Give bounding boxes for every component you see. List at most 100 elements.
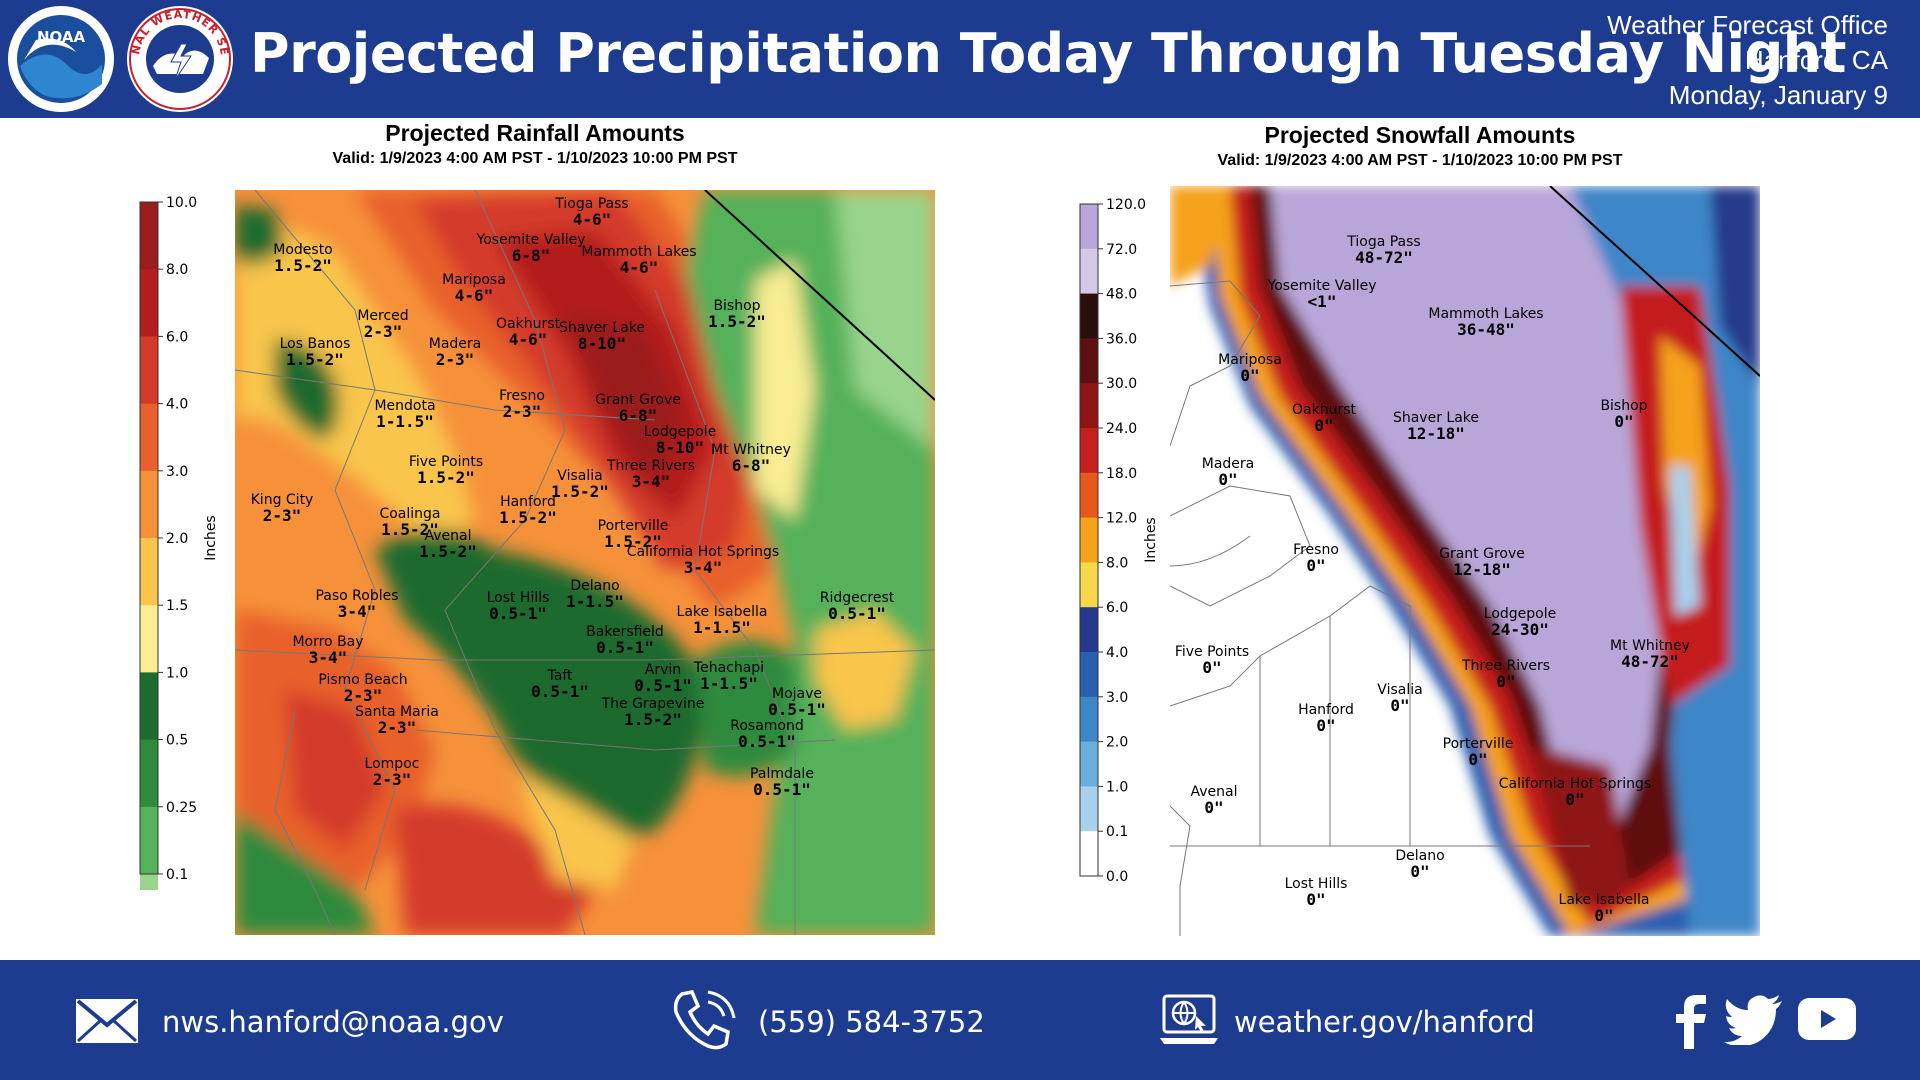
snow-amount-tioga-pass: 48-72" (1355, 248, 1413, 267)
snow-colorbar-swatch (1080, 248, 1098, 295)
youtube-icon[interactable] (1798, 998, 1856, 1040)
rain-city-lake-isabella: Lake Isabella (677, 604, 768, 620)
rain-amount-visalia: 1.5-2" (551, 482, 609, 501)
facebook-icon[interactable] (1674, 993, 1708, 1049)
snow-panel-valid: Valid: 1/9/2023 4:00 AM PST - 1/10/2023 … (1217, 152, 1623, 169)
rain-city-king-city: King City (251, 492, 314, 508)
rain-colorbar-swatch (140, 336, 158, 405)
snow-city-lodgepole: Lodgepole (1484, 606, 1556, 622)
snow-colorbar-tick-label: 18.0 (1106, 466, 1137, 482)
snow-colorbar-tick-label: 6.0 (1106, 600, 1128, 616)
snow-colorbar-tick-label: 30.0 (1106, 376, 1137, 392)
snow-city-grant-grove: Grant Grove (1439, 546, 1525, 562)
rain-amount-mariposa: 4-6" (455, 286, 494, 305)
rain-amount-the-grapevine: 1.5-2" (624, 710, 682, 729)
rain-city-the-grapevine: The Grapevine (601, 696, 705, 712)
rain-city-mt-whitney: Mt Whitney (711, 442, 791, 458)
rain-city-mendota: Mendota (374, 398, 435, 414)
rain-city-tehachapi: Tehachapi (693, 660, 764, 676)
rain-amount-taft: 0.5-1" (531, 682, 589, 701)
rain-amount-porterville: 1.5-2" (604, 532, 662, 551)
rain-colorbar-tick-label: 2.0 (166, 531, 188, 547)
snow-city-california-hot-springs: California Hot Springs (1499, 776, 1651, 792)
rain-amount-lost-hills: 0.5-1" (489, 604, 547, 623)
rain-city-hanford: Hanford (500, 494, 556, 510)
office-date: Monday, January 9 (1668, 80, 1888, 110)
snow-colorbar-swatch (1080, 204, 1098, 250)
rain-amount-palmdale: 0.5-1" (753, 780, 811, 799)
snow-colorbar-tick-label: 0.0 (1106, 869, 1128, 885)
snow-colorbar-tick-label: 0.1 (1106, 824, 1128, 840)
rain-colorbar-swatch (140, 202, 158, 270)
snow-city-tioga-pass: Tioga Pass (1346, 234, 1420, 250)
snow-amount-fresno: 0" (1306, 556, 1325, 575)
header-banner (0, 0, 1920, 118)
snow-amount-lake-isabella: 0" (1594, 906, 1613, 925)
rain-city-fresno: Fresno (499, 388, 545, 404)
snow-city-bishop: Bishop (1600, 398, 1647, 414)
snow-colorbar-tick-label: 36.0 (1106, 331, 1137, 347)
rain-city-grant-grove: Grant Grove (595, 392, 681, 408)
rain-city-paso-robles: Paso Robles (315, 588, 398, 604)
snow-amount-grant-grove: 12-18" (1453, 560, 1511, 579)
rain-city-madera: Madera (429, 336, 482, 352)
snow-colorbar: 120.0 72.0 48.0 36.0 30.0 24.0 18.0 12.0 8.0 6.0 4… (1079, 197, 1159, 885)
snow-colorbar-tick-label: 120.0 (1106, 197, 1146, 213)
rain-colorbar-swatch (140, 605, 158, 673)
snow-colorbar-swatch (1080, 338, 1098, 384)
snow-colorbar-swatch (1080, 607, 1098, 653)
rain-city-ridgecrest: Ridgecrest (820, 590, 895, 606)
rain-colorbar-tick-label: 1.0 (166, 665, 188, 681)
rain-amount-three-rivers: 3-4" (632, 472, 671, 491)
phone-number[interactable]: (559) 584-3752 (758, 1005, 985, 1039)
rain-colorbar-swatch (140, 470, 158, 539)
rain-colorbar-tick-label: 0.25 (166, 800, 197, 816)
snow-colorbar-tick-label: 4.0 (1106, 645, 1128, 661)
snow-amount-lodgepole: 24-30" (1491, 620, 1549, 639)
web-icon[interactable] (1160, 992, 1218, 1048)
snow-colorbar-swatch (1080, 293, 1098, 339)
snow-city-fresno: Fresno (1293, 542, 1339, 558)
website-link[interactable]: weather.gov/hanford (1234, 1005, 1535, 1039)
snow-amount-california-hot-springs: 0" (1565, 790, 1584, 809)
twitter-icon[interactable] (1724, 995, 1784, 1045)
snow-colorbar-swatch (1080, 741, 1098, 787)
phone-icon[interactable] (668, 988, 740, 1054)
snow-amount-three-rivers: 0" (1496, 672, 1515, 691)
rain-amount-mt-whitney: 6-8" (732, 456, 771, 475)
email-icon[interactable] (74, 997, 140, 1045)
rain-amount-merced: 2-3" (364, 322, 403, 341)
snow-colorbar-tick-label: 24.0 (1106, 421, 1137, 437)
snow-city-mammoth-lakes: Mammoth Lakes (1428, 306, 1543, 322)
rain-amount-lake-isabella: 1-1.5" (693, 618, 751, 637)
snow-amount-lost-hills: 0" (1306, 890, 1325, 909)
snow-amount-bishop: 0" (1614, 412, 1633, 431)
snow-colorbar-swatch (1080, 696, 1098, 743)
snow-city-visalia: Visalia (1377, 682, 1422, 698)
rain-panel-title: Projected Rainfall Amounts (385, 120, 685, 146)
rain-city-merced: Merced (357, 308, 408, 324)
snow-colorbar-unit: Inches (1143, 517, 1159, 562)
email-link[interactable]: nws.hanford@noaa.gov (162, 1005, 504, 1039)
rain-colorbar-tick-label: 0.5 (166, 733, 188, 749)
snow-panel-title: Projected Snowfall Amounts (1264, 122, 1576, 148)
rain-amount-mojave: 0.5-1" (768, 700, 826, 719)
rain-amount-yosemite-valley: 6-8" (512, 246, 551, 265)
snow-city-madera: Madera (1202, 456, 1255, 472)
snow-colorbar-swatch (1080, 517, 1098, 563)
snow-colorbar-tick-label: 72.0 (1106, 242, 1137, 258)
rain-city-coalinga: Coalinga (379, 506, 440, 522)
rain-amount-pismo-beach: 2-3" (344, 686, 383, 705)
rain-amount-mendota: 1-1.5" (376, 412, 434, 431)
rain-amount-avenal: 1.5-2" (419, 542, 477, 561)
snow-city-five-points: Five Points (1175, 644, 1249, 660)
rain-amount-tioga-pass: 4-6" (573, 210, 612, 229)
rain-city-shaver-lake: Shaver Lake (559, 320, 645, 336)
rain-city-delano: Delano (570, 578, 619, 594)
snow-city-three-rivers: Three Rivers (1461, 658, 1550, 674)
rain-city-lost-hills: Lost Hills (487, 590, 550, 606)
rain-colorbar: 10.0 8.0 6.0 4.0 3.0 2.0 1.5 1.0 0.5 0.25 0.1 Inch… (139, 195, 219, 890)
snow-amount-delano: 0" (1410, 862, 1429, 881)
rain-amount-five-points: 1.5-2" (417, 468, 475, 487)
